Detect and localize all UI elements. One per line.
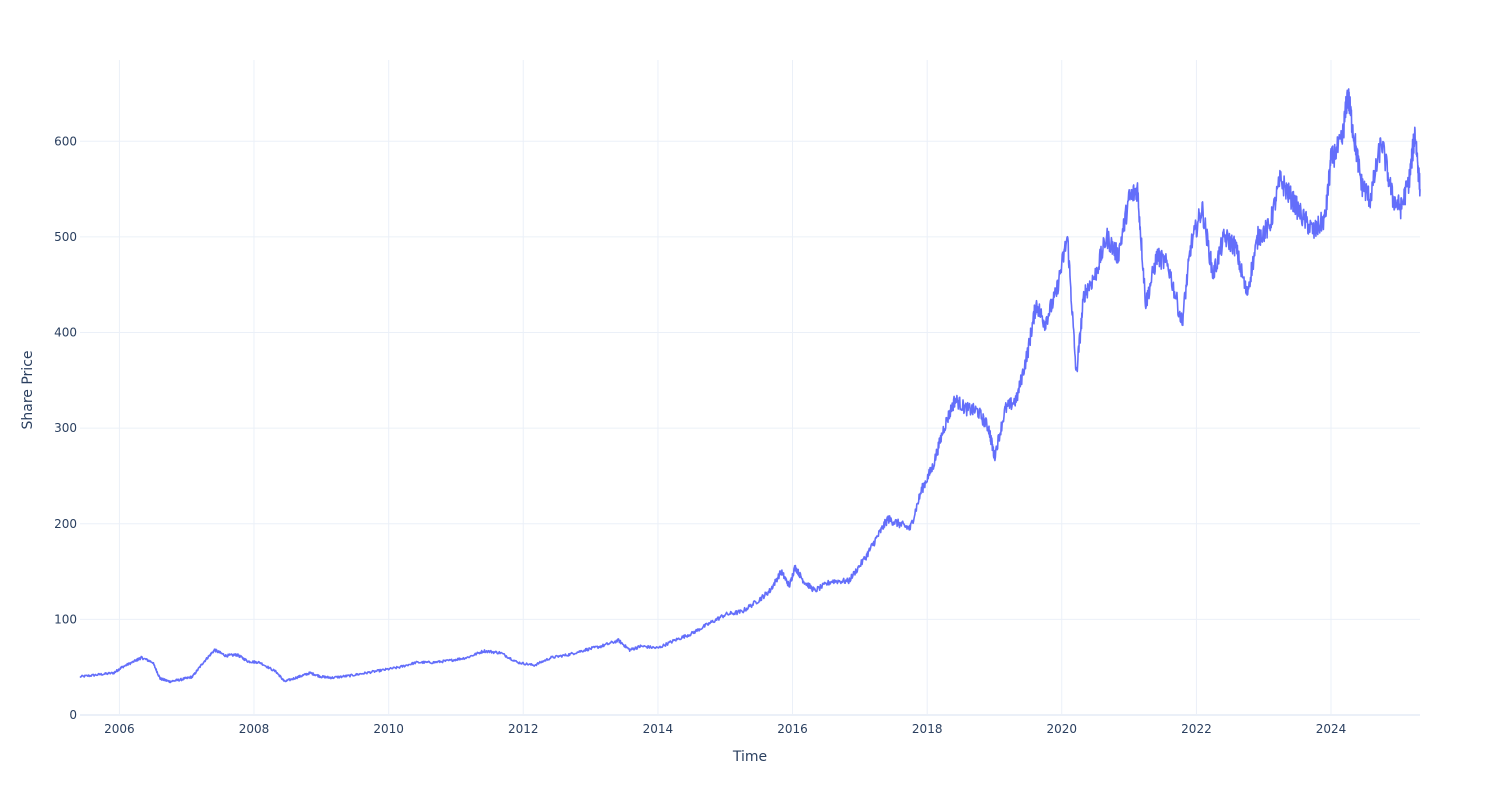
y-tick-label-0: 0: [69, 708, 77, 722]
grid-layer: [80, 60, 1420, 716]
x-tick-label-2018: 2018: [912, 722, 943, 736]
x-tick-label-2020: 2020: [1046, 722, 1077, 736]
x-tick-labels: 2006 2008 2010 2012 2014 2016 2018 2020 2022 2024: [104, 722, 1346, 736]
y-tick-label-200: 200: [54, 517, 77, 531]
x-tick-label-2016: 2016: [777, 722, 808, 736]
y-tick-label-500: 500: [54, 230, 77, 244]
y-tick-label-400: 400: [54, 326, 77, 340]
x-tick-label-2022: 2022: [1181, 722, 1212, 736]
x-tick-label-2014: 2014: [643, 722, 674, 736]
series-layer: [79, 88, 1421, 684]
x-axis-title: Time: [732, 749, 767, 765]
series-line-0: [79, 88, 1421, 684]
y-axis-title: Share Price: [20, 350, 36, 429]
y-tick-label-600: 600: [54, 134, 77, 148]
x-tick-label-2024: 2024: [1316, 722, 1347, 736]
x-tick-label-2010: 2010: [373, 722, 404, 736]
x-tick-label-2006: 2006: [104, 722, 135, 736]
y-tick-labels: 0 100 200 300 400 500 600: [54, 134, 77, 722]
y-tick-label-100: 100: [54, 612, 77, 626]
x-tick-label-2008: 2008: [239, 722, 270, 736]
y-tick-label-300: 300: [54, 421, 77, 435]
x-tick-label-2012: 2012: [508, 722, 539, 736]
